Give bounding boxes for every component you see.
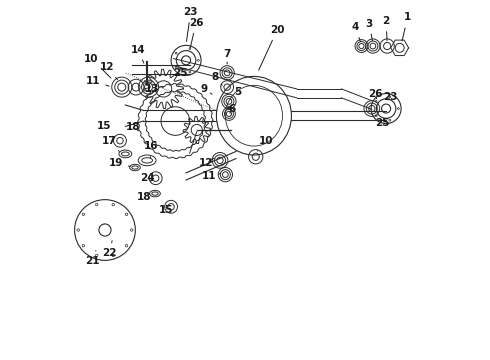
Text: 12: 12 xyxy=(100,63,118,80)
Text: 18: 18 xyxy=(137,192,151,202)
Text: 8: 8 xyxy=(211,72,222,85)
Text: 21: 21 xyxy=(85,251,100,266)
Text: 14: 14 xyxy=(130,45,145,63)
Text: 25: 25 xyxy=(173,68,188,78)
Text: 7: 7 xyxy=(223,49,231,64)
Text: 1: 1 xyxy=(402,13,411,41)
Text: 19: 19 xyxy=(108,158,130,168)
Text: 23: 23 xyxy=(384,92,398,102)
Text: 3: 3 xyxy=(366,18,373,41)
Text: 17: 17 xyxy=(102,136,119,152)
Text: 6: 6 xyxy=(228,104,235,113)
Text: 26: 26 xyxy=(368,89,383,99)
Text: 15: 15 xyxy=(97,121,115,137)
Text: 10: 10 xyxy=(84,54,111,78)
Text: 2: 2 xyxy=(383,16,390,41)
Text: 24: 24 xyxy=(141,173,155,183)
Text: 5: 5 xyxy=(231,87,242,100)
Text: 23: 23 xyxy=(183,7,198,41)
Text: 26: 26 xyxy=(189,18,203,48)
Text: 11: 11 xyxy=(86,76,109,86)
Text: 13: 13 xyxy=(145,84,164,94)
Text: 12: 12 xyxy=(199,158,214,168)
Text: 22: 22 xyxy=(102,241,117,258)
Text: 11: 11 xyxy=(201,171,220,181)
Text: 15: 15 xyxy=(158,205,173,215)
Text: 10: 10 xyxy=(258,136,274,151)
Text: 9: 9 xyxy=(200,84,212,94)
Text: 18: 18 xyxy=(126,122,141,132)
Text: 4: 4 xyxy=(351,22,361,42)
Text: 20: 20 xyxy=(259,25,284,70)
Text: 16: 16 xyxy=(144,141,159,158)
Text: 25: 25 xyxy=(375,118,390,128)
